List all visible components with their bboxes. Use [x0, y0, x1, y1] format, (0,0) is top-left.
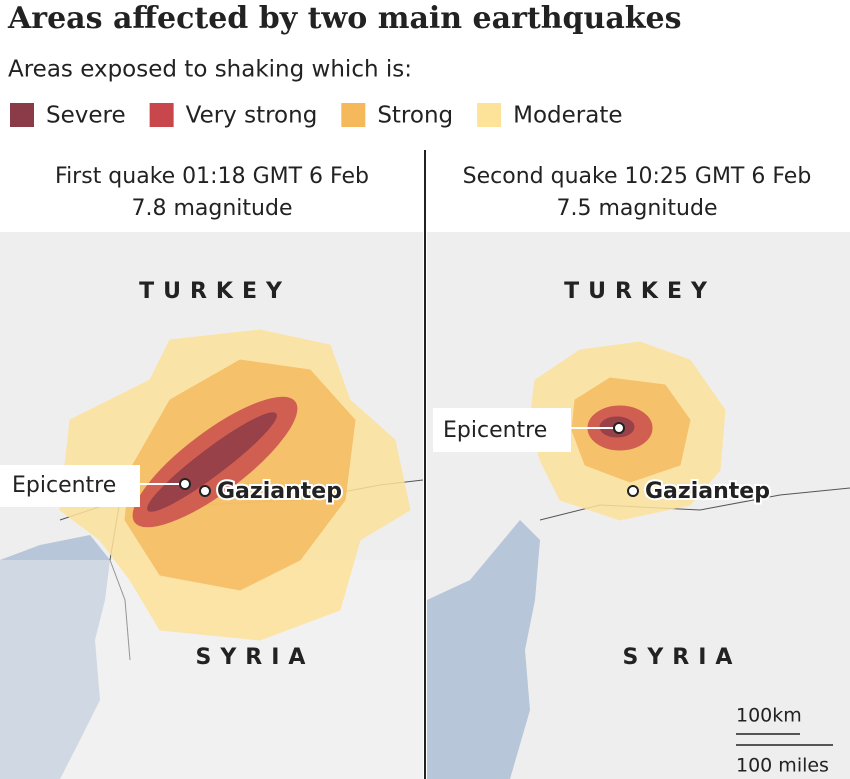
country-label: SYRIA: [196, 645, 315, 670]
panel-magnitude: 7.8 magnitude: [132, 196, 293, 221]
panel-magnitude: 7.5 magnitude: [557, 196, 718, 221]
legend-label: Very strong: [186, 103, 318, 129]
legend-swatch: [149, 103, 174, 127]
country-label: TURKEY: [139, 279, 291, 304]
subtitle: Areas exposed to shaking which is:: [8, 57, 412, 83]
city-label: Gaziantep: [217, 479, 342, 504]
sea: [427, 520, 540, 779]
panel-header: [427, 150, 850, 232]
legend-label: Moderate: [513, 103, 622, 129]
panel-header: [0, 150, 423, 232]
sea: [0, 535, 110, 779]
city-dot: [627, 485, 639, 497]
city-dot: [199, 485, 211, 497]
legend-label: Severe: [46, 103, 126, 129]
legend: Severe Very strong Strong Moderate: [10, 103, 623, 129]
epicentre-label: Epicentre: [443, 418, 547, 443]
border: [539, 487, 850, 521]
epicentre-label: Epicentre: [12, 473, 116, 498]
country-label: TURKEY: [564, 279, 716, 304]
legend-swatch: [341, 103, 366, 127]
epicentre-dot: [613, 422, 625, 434]
legend-label: Strong: [377, 103, 453, 129]
city-label: Gaziantep: [645, 479, 770, 504]
legend-swatch: [10, 103, 34, 127]
country-label: SYRIA: [623, 645, 742, 670]
legend-swatch: [477, 103, 502, 127]
label-box: [0, 465, 140, 507]
zones-left: [59, 329, 411, 641]
label-box: [433, 408, 571, 452]
scale-miles: 100 miles: [736, 755, 829, 777]
scale-km: 100km: [736, 705, 802, 727]
panel-heading: First quake 01:18 GMT 6 Feb: [55, 164, 369, 189]
title: Areas affected by two main earthquakes: [7, 1, 682, 36]
epicentre-dot: [179, 478, 191, 490]
panel-heading: Second quake 10:25 GMT 6 Feb: [463, 164, 812, 189]
